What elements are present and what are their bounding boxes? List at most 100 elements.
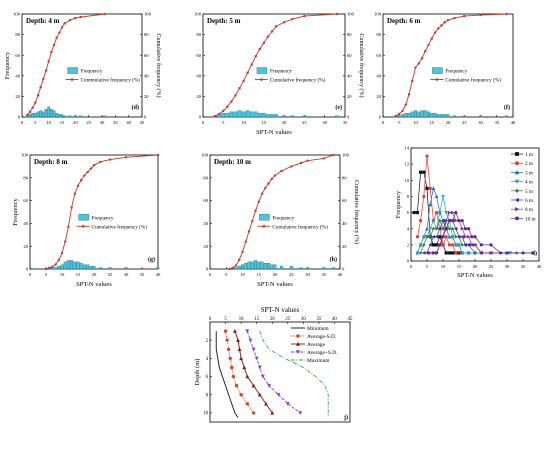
series-point xyxy=(447,226,452,231)
cumulative-point xyxy=(79,15,82,19)
frequency-bar xyxy=(54,267,58,270)
cumulative-point xyxy=(427,43,430,47)
series-point xyxy=(418,170,423,174)
legend-marker xyxy=(515,152,519,156)
series-point xyxy=(422,170,426,174)
series-point xyxy=(418,251,423,255)
profile-line xyxy=(246,330,301,414)
frequency-bar xyxy=(433,112,437,118)
y-tick-label: 60 xyxy=(15,53,20,58)
y2-tick-label: 40 xyxy=(342,221,347,226)
x-tick-label: 35 xyxy=(343,120,348,125)
cumulative-point xyxy=(52,43,56,47)
y-tick-label: 0 xyxy=(26,267,29,272)
y-tick-label: 0 xyxy=(407,259,410,264)
frequency-bar xyxy=(79,115,82,118)
frequency-bar xyxy=(332,267,336,270)
frequency-bar xyxy=(237,110,242,118)
series-point xyxy=(444,235,448,239)
x-tick-label: 5 xyxy=(224,317,227,322)
frequency-bar xyxy=(42,111,45,118)
series-point xyxy=(412,210,416,215)
y2-axis-title: Cumulative frequency (%) xyxy=(155,34,162,98)
frequency-bar xyxy=(225,112,230,118)
frequency-bar xyxy=(282,115,286,118)
series-point xyxy=(470,235,474,239)
x-tick-label: 30 xyxy=(124,272,129,277)
series-point xyxy=(451,243,455,247)
cumulative-point xyxy=(68,18,72,22)
profile-line xyxy=(259,330,329,418)
frequency-bar xyxy=(108,267,112,270)
y-tick-label: 100 xyxy=(13,12,21,17)
frequency-bar xyxy=(79,263,83,270)
x-tick-label: 5 xyxy=(398,120,401,125)
profile-point xyxy=(248,338,253,343)
y-tick-label: 14 xyxy=(404,146,409,151)
legend-marker xyxy=(515,216,519,221)
frequency-bar xyxy=(280,265,284,270)
profile-point xyxy=(233,329,237,333)
cumulative-point xyxy=(251,219,254,223)
frequency-bar xyxy=(50,109,53,118)
x-tick-label: 20 xyxy=(73,120,78,125)
y-tick-label: 80 xyxy=(15,32,20,37)
y-tick-label: 20 xyxy=(23,244,28,249)
legend-label: 2 m xyxy=(525,161,533,167)
series-point xyxy=(422,235,426,239)
series-line-8m xyxy=(430,212,507,254)
x-tick-label: 40 xyxy=(126,120,131,125)
x-tick-label: 5 xyxy=(45,272,48,277)
frequency-bar xyxy=(245,110,250,118)
y2-tick-label: 40 xyxy=(144,73,149,78)
series-point xyxy=(463,243,468,247)
series-point xyxy=(415,251,420,255)
cumulative-point xyxy=(398,112,401,116)
cumulative-point xyxy=(267,182,270,185)
legend-label: 6 m xyxy=(525,198,533,204)
frequency-bar xyxy=(462,115,466,118)
y-tick-label: 10 xyxy=(203,412,208,417)
x-tick-label: 35 xyxy=(316,317,321,322)
x-tick-label: 25 xyxy=(489,264,494,269)
legend-label: Average xyxy=(307,342,325,348)
y-tick-label: 4 xyxy=(206,357,209,362)
profile-point xyxy=(254,356,259,361)
legend-marker xyxy=(515,207,520,212)
x-tick-label: 20 xyxy=(273,272,278,277)
cumulative-point xyxy=(54,263,57,266)
series-point xyxy=(434,194,439,199)
panel-label: i) xyxy=(533,250,537,257)
cumulative-point xyxy=(254,209,257,213)
y-tick-label: 2 xyxy=(407,242,410,247)
frequency-bar xyxy=(237,265,241,270)
x-tick-label: 5 xyxy=(222,120,225,125)
profile-point xyxy=(270,410,275,415)
series-point xyxy=(425,186,429,190)
y-tick-label: 0 xyxy=(199,115,202,120)
series-point xyxy=(422,243,426,247)
legend-frequency-label: Frequency xyxy=(270,69,292,75)
x-tick-label: 5 xyxy=(225,272,228,277)
y2-tick-label: 20 xyxy=(144,94,149,99)
cumulative-point xyxy=(63,240,67,243)
profile-point xyxy=(234,383,239,388)
cumulative-point xyxy=(48,266,51,270)
series-point xyxy=(479,243,484,247)
frequency-bar xyxy=(66,260,70,270)
x-tick-label: 5 xyxy=(34,120,37,125)
cumulative-point xyxy=(417,62,420,65)
frequency-bar xyxy=(253,260,257,270)
frequency-bar xyxy=(302,115,307,118)
frequency-bar xyxy=(453,115,457,118)
profile-line xyxy=(225,331,254,414)
x-tick-label: 20 xyxy=(473,264,478,269)
panel-label: j) xyxy=(343,414,348,421)
series-point xyxy=(473,251,477,255)
y-tick-label: 12 xyxy=(404,162,409,167)
cumulative-point xyxy=(44,267,48,271)
y-axis-title: Frequency xyxy=(395,190,402,218)
legend-label: 1 m xyxy=(525,152,533,158)
cumulative-point xyxy=(440,24,443,27)
y-tick-label: 4 xyxy=(407,226,410,231)
